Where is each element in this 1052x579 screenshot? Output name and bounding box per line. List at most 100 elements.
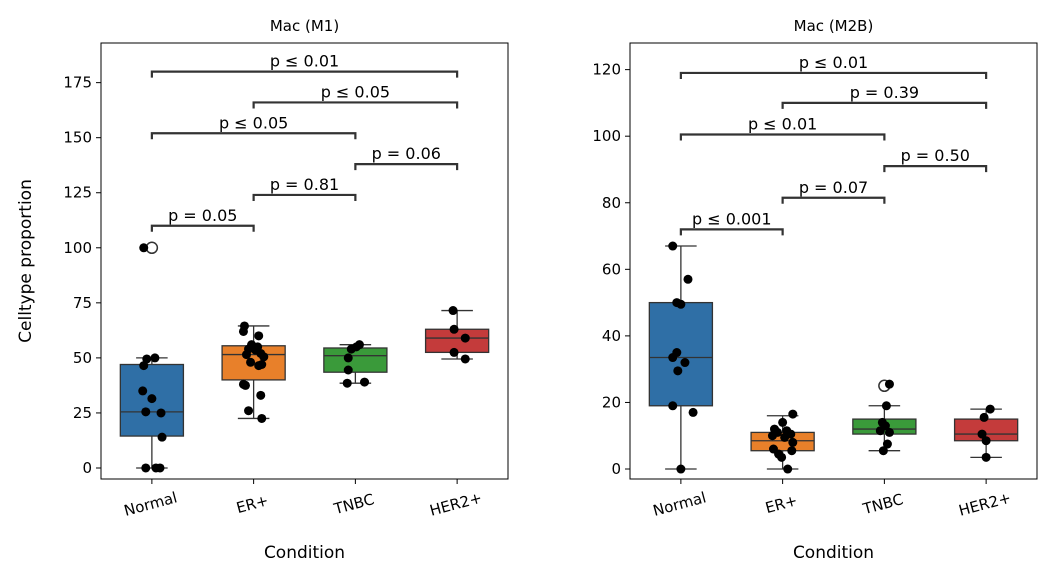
data-point	[780, 432, 790, 442]
data-point	[141, 463, 151, 473]
significance-label: p ≤ 0.01	[270, 52, 339, 71]
data-point	[875, 426, 885, 436]
data-point	[449, 347, 459, 357]
data-point	[884, 427, 894, 437]
data-point	[882, 439, 892, 449]
data-point	[156, 408, 166, 418]
data-point	[676, 464, 686, 474]
data-point	[238, 326, 248, 336]
plot-frame	[100, 42, 509, 480]
significance-bracket	[679, 228, 784, 236]
data-point	[141, 407, 151, 417]
y-tick-label: 75	[73, 294, 92, 312]
data-point	[777, 452, 787, 462]
data-point	[257, 413, 267, 423]
data-point	[460, 333, 470, 343]
data-point	[343, 365, 353, 375]
data-point	[155, 463, 165, 473]
significance-bracket	[883, 165, 988, 173]
significance-label: p = 0.50	[901, 146, 970, 165]
significance-bracket	[679, 71, 988, 79]
significance-label: p ≤ 0.05	[219, 113, 288, 132]
data-point	[668, 241, 678, 251]
data-point	[157, 432, 167, 442]
significance-bracket	[252, 193, 357, 201]
data-point	[668, 401, 678, 411]
data-point	[788, 409, 798, 419]
data-point	[787, 446, 797, 456]
data-point	[342, 378, 352, 388]
significance-label: p ≤ 0.05	[321, 82, 390, 101]
data-point	[246, 357, 256, 367]
significance-bracket	[679, 133, 886, 141]
data-point	[240, 380, 250, 390]
data-point	[981, 452, 991, 462]
data-point	[139, 243, 149, 253]
box-tnbc	[323, 344, 388, 384]
data-point	[683, 274, 693, 284]
y-axis-label: Celltype proportion	[16, 179, 36, 343]
data-point	[460, 354, 470, 364]
y-tick-label: 50	[73, 349, 92, 367]
data-point	[767, 431, 777, 441]
y-tick-label: 20	[602, 393, 621, 411]
significance-bracket	[150, 132, 357, 140]
data-point	[884, 379, 894, 389]
y-tick-label: 40	[602, 327, 621, 345]
box-normal	[648, 245, 714, 470]
data-point	[985, 404, 995, 414]
data-point	[788, 437, 798, 447]
y-tick-label: 80	[602, 194, 621, 212]
y-tick-label: 0	[611, 460, 621, 478]
significance-label: p = 0.05	[168, 206, 237, 225]
significance-label: p = 0.39	[850, 83, 919, 102]
significance-bracket	[150, 224, 255, 232]
data-point	[668, 353, 678, 363]
box-er-	[750, 415, 815, 470]
data-point	[680, 358, 690, 368]
y-tick-label: 175	[63, 74, 92, 92]
data-point	[981, 436, 991, 446]
data-point	[878, 446, 888, 456]
data-point	[673, 366, 683, 376]
data-point	[242, 350, 252, 360]
y-tick-label: 120	[592, 61, 621, 79]
significance-label: p ≤ 0.01	[748, 115, 817, 134]
data-point	[783, 464, 793, 474]
significance-bracket	[781, 196, 886, 204]
y-tick-label: 60	[602, 260, 621, 278]
significance-bracket	[781, 101, 988, 109]
y-tick-label: 0	[82, 459, 92, 477]
x-axis-label: Condition	[793, 543, 874, 563]
data-point	[138, 386, 148, 396]
x-axis-label: Condition	[264, 543, 345, 563]
data-point	[449, 324, 459, 334]
data-point	[448, 306, 458, 316]
data-point	[147, 394, 157, 404]
data-point	[360, 377, 370, 387]
data-point	[256, 390, 266, 400]
box-iqr	[424, 328, 490, 354]
data-point	[346, 344, 356, 354]
chart-title: Mac (M2B)	[794, 17, 874, 35]
data-point	[139, 361, 149, 371]
y-tick-label: 100	[63, 239, 92, 257]
chart-title: Mac (M1)	[270, 17, 339, 35]
data-point	[778, 417, 788, 427]
significance-bracket	[354, 163, 459, 171]
significance-label: p = 0.81	[270, 175, 339, 194]
significance-label: p = 0.07	[799, 178, 868, 197]
significance-bracket	[252, 101, 459, 109]
box-iqr	[323, 347, 388, 373]
data-point	[676, 299, 686, 309]
y-tick-label: 100	[592, 127, 621, 145]
y-tick-label: 150	[63, 129, 92, 147]
data-point	[259, 352, 269, 362]
data-point	[343, 353, 353, 363]
data-point	[977, 429, 987, 439]
significance-label: p ≤ 0.001	[692, 209, 772, 228]
data-point	[254, 331, 264, 341]
data-point	[881, 401, 891, 411]
